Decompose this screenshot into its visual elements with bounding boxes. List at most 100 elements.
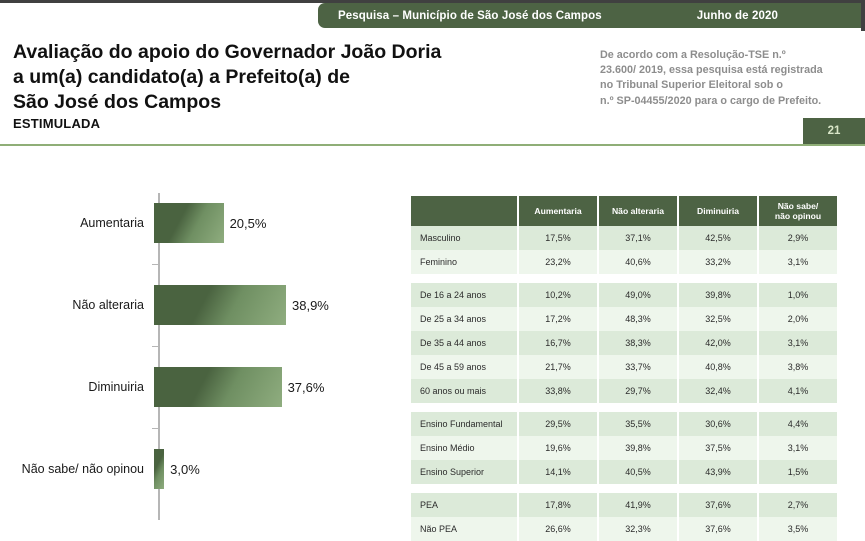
crosstab-corner-cell [411,196,517,226]
chart-bar-value-label: 3,0% [170,461,200,477]
page-title-line-1: Avaliação do apoio do Governador João Do… [13,41,442,63]
crosstab-column-header-line: não opinou [774,211,822,221]
crosstab-group-spacer-cell [411,274,837,283]
crosstab-cell-value: 21,7% [519,355,597,379]
crosstab-cell-value: 17,2% [519,307,597,331]
crosstab-cell-value: 1,5% [759,460,837,484]
crosstab-cell-value: 17,5% [519,226,597,250]
chart-bar-category-label: Diminuiria [88,380,144,394]
crosstab-group-spacer [411,484,837,493]
crosstab-table: Aumentaria Não alteraria Diminuiria Não sab… [409,196,839,541]
crosstab-body: Masculino 17,5% 37,1% 42,5% 2,9% Feminino 23,2… [411,226,837,541]
crosstab-row-label: Não PEA [411,517,517,541]
chart-bar-value-label: 38,9% [292,297,329,313]
bar-chart: Aumentaria 20,5% Não alteraria 38,9% Diminui… [0,160,400,530]
legal-line-3: no Tribunal Superior Eleitoral sob o [600,79,783,92]
crosstab-cell-value: 23,2% [519,250,597,274]
chart-axis-tick [152,346,159,347]
crosstab-column-header: Não alteraria [599,196,677,226]
crosstab-cell-value: 14,1% [519,460,597,484]
crosstab-wrapper: Aumentaria Não alteraria Diminuiria Não sab… [409,196,837,541]
page-title: Avaliação do apoio do Governador João Do… [13,40,573,115]
crosstab-cell-value: 37,1% [599,226,677,250]
crosstab-cell-value: 37,6% [679,493,757,517]
crosstab-cell-value: 42,0% [679,331,757,355]
table-row: 60 anos ou mais 33,8% 29,7% 32,4% 4,1% [411,379,837,403]
crosstab-cell-value: 4,1% [759,379,837,403]
chart-bar [154,203,224,243]
crosstab-cell-value: 37,5% [679,436,757,460]
table-row: Não PEA 26,6% 32,3% 37,6% 3,5% [411,517,837,541]
table-row: Ensino Fundamental 29,5% 35,5% 30,6% 4,4% [411,412,837,436]
table-row: De 16 a 24 anos 10,2% 49,0% 39,8% 1,0% [411,283,837,307]
crosstab-cell-value: 3,1% [759,250,837,274]
crosstab-cell-value: 17,8% [519,493,597,517]
chart-bar-row: Aumentaria 20,5% [0,182,400,264]
table-row: Masculino 17,5% 37,1% 42,5% 2,9% [411,226,837,250]
crosstab-cell-value: 1,0% [759,283,837,307]
chart-axis-tick [152,428,159,429]
crosstab-cell-value: 35,5% [599,412,677,436]
crosstab-column-header-line: Não sabe/ [777,200,819,211]
page-subtitle: ESTIMULADA [13,116,101,131]
crosstab-cell-value: 4,4% [759,412,837,436]
table-row: Feminino 23,2% 40,6% 33,2% 3,1% [411,250,837,274]
crosstab-cell-value: 40,6% [599,250,677,274]
chart-bar-category-label: Não sabe/ não opinou [21,462,144,476]
chart-bar-category-label: Não alteraria [72,298,144,312]
table-row: Ensino Superior 14,1% 40,5% 43,9% 1,5% [411,460,837,484]
chart-bar-category-label: Aumentaria [80,216,144,230]
chart-bar [154,449,165,489]
crosstab-cell-value: 38,3% [599,331,677,355]
legal-line-1: De acordo com a Resolução-TSE n.º [600,49,786,61]
top-border-rule [0,0,865,3]
chart-axis-tick [152,264,159,265]
crosstab-row-label: Ensino Superior [411,460,517,484]
crosstab-row-label: 60 anos ou mais [411,379,517,403]
crosstab-cell-value: 29,7% [599,379,677,403]
crosstab-column-header: Aumentaria [519,196,597,226]
crosstab-cell-value: 39,8% [679,283,757,307]
chart-bar-row: Diminuiria 37,6% [0,346,400,428]
crosstab-cell-value: 41,9% [599,493,677,517]
crosstab-group-spacer-cell [411,403,837,412]
table-row: De 35 a 44 anos 16,7% 38,3% 42,0% 3,1% [411,331,837,355]
table-row: De 45 a 59 anos 21,7% 33,7% 40,8% 3,8% [411,355,837,379]
page-title-line-2: a um(a) candidato(a) a Prefeito(a) de [13,66,350,88]
crosstab-cell-value: 42,5% [679,226,757,250]
chart-bar-row: Não alteraria 38,9% [0,264,400,346]
header-survey-label: Pesquisa – Município de São José dos Cam… [338,9,602,22]
table-row: PEA 17,8% 41,9% 37,6% 2,7% [411,493,837,517]
crosstab-cell-value: 39,8% [599,436,677,460]
crosstab-row-label: De 16 a 24 anos [411,283,517,307]
crosstab-cell-value: 43,9% [679,460,757,484]
crosstab-row-label: Masculino [411,226,517,250]
crosstab-group-spacer [411,403,837,412]
crosstab-cell-value: 2,9% [759,226,837,250]
page-title-line-3: São José dos Campos [13,91,222,113]
crosstab-row-label: Ensino Fundamental [411,412,517,436]
crosstab-cell-value: 40,5% [599,460,677,484]
header-right-edge [861,0,865,31]
crosstab-cell-value: 32,4% [679,379,757,403]
table-row: De 25 a 34 anos 17,2% 48,3% 32,5% 2,0% [411,307,837,331]
crosstab-row-label: Ensino Médio [411,436,517,460]
crosstab-cell-value: 33,7% [599,355,677,379]
legal-line-4: n.º SP-04455/2020 para o cargo de Prefei… [600,94,822,107]
crosstab-cell-value: 19,6% [519,436,597,460]
crosstab-cell-value: 2,0% [759,307,837,331]
chart-bar-value-label: 20,5% [229,215,267,231]
chart-bar [154,285,286,325]
crosstab-cell-value: 40,8% [679,355,757,379]
crosstab-row-label: Feminino [411,250,517,274]
crosstab-row-label: De 35 a 44 anos [411,331,517,355]
crosstab-column-header: Diminuiria [679,196,757,226]
table-row: Ensino Médio 19,6% 39,8% 37,5% 3,1% [411,436,837,460]
crosstab-cell-value: 3,1% [759,436,837,460]
title-divider [0,144,865,146]
chart-bar-wrapper: 38,9% [154,285,329,325]
crosstab-cell-value: 3,1% [759,331,837,355]
crosstab-cell-value: 33,8% [519,379,597,403]
crosstab-cell-value: 33,2% [679,250,757,274]
chart-bar-value-label: 37,6% [287,379,325,395]
